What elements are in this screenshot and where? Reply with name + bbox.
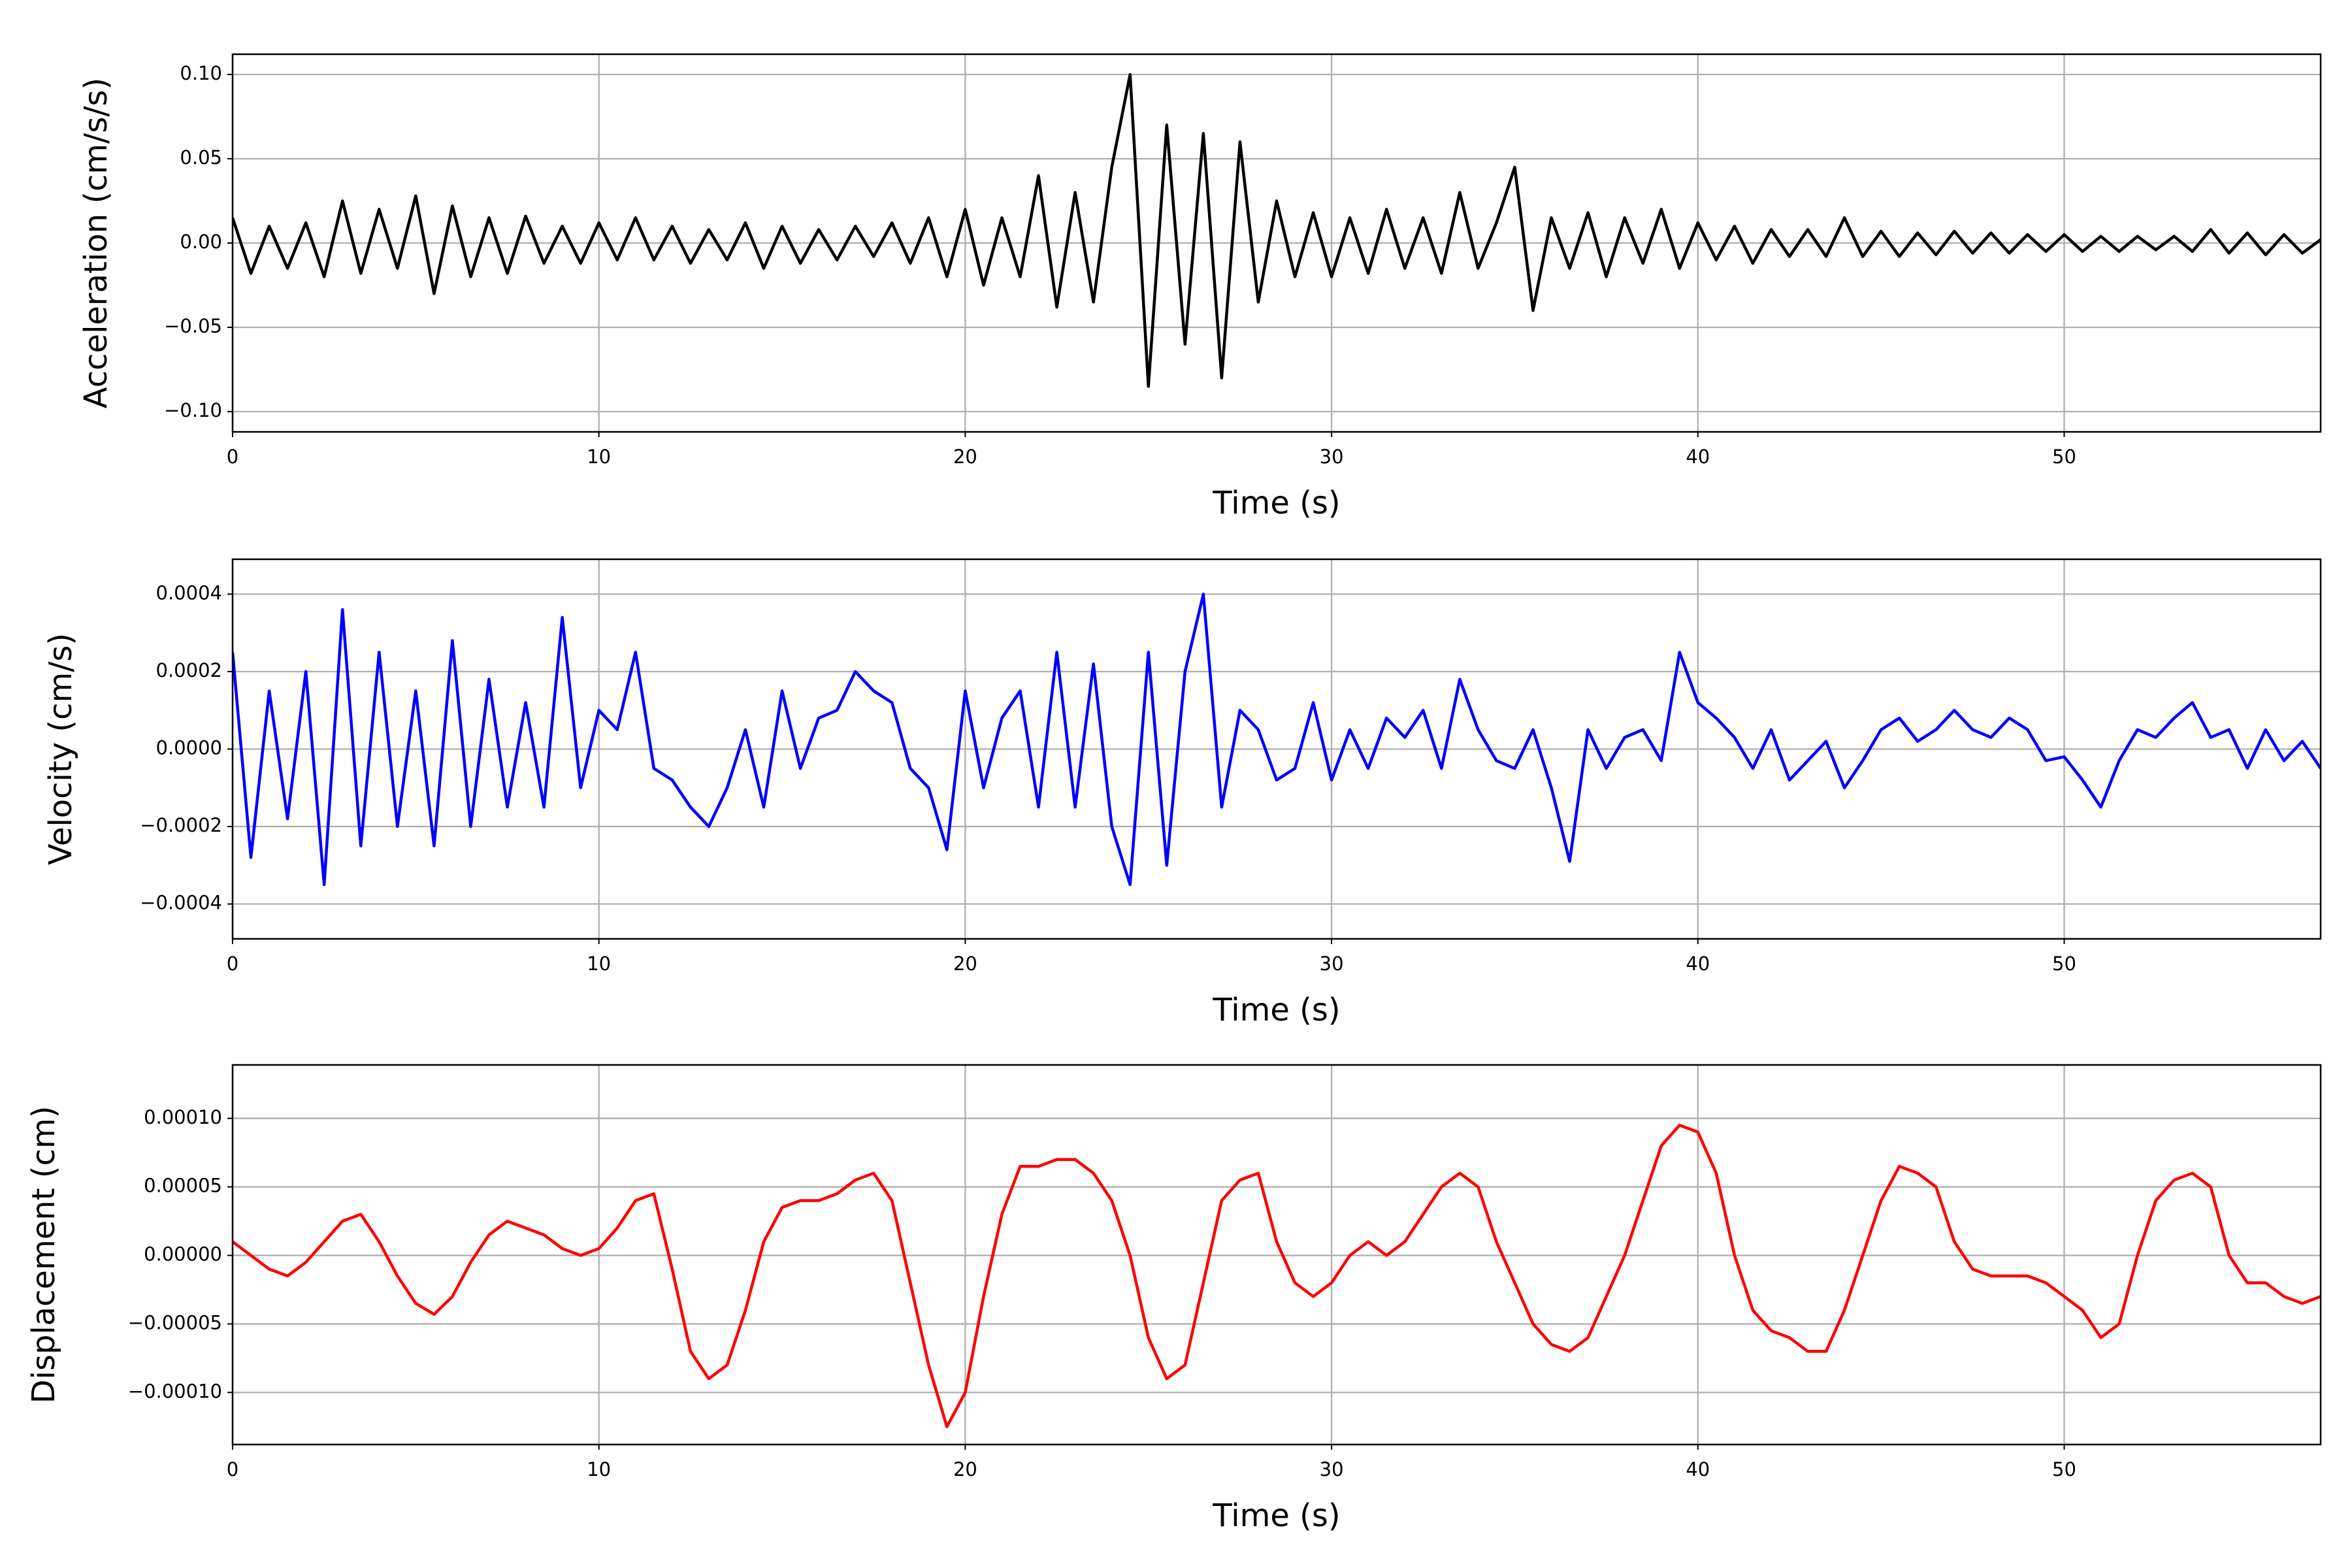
y-axis-label: Acceleration (cm/s/s) xyxy=(78,78,114,408)
y-tick-label: −0.00010 xyxy=(128,1380,222,1402)
x-tick-label: 20 xyxy=(953,446,977,468)
x-tick-label: 20 xyxy=(953,953,977,975)
x-tick-label: 40 xyxy=(1686,1458,1710,1480)
data-line xyxy=(233,593,2321,887)
x-tick-label: 50 xyxy=(2052,446,2076,468)
x-tick-label: 40 xyxy=(1686,953,1710,975)
axes-frame xyxy=(231,558,2322,940)
x-axis-label: Time (s) xyxy=(1212,485,1340,521)
y-axis-label: Displacement (cm) xyxy=(25,1106,62,1404)
plot-area xyxy=(233,1124,2321,1428)
data-line xyxy=(233,1124,2321,1428)
y-tick-label: 0.10 xyxy=(180,62,222,84)
x-tick-label: 10 xyxy=(587,953,611,975)
y-tick-label: 0.00005 xyxy=(144,1175,222,1197)
y-tick-label: 0.05 xyxy=(180,146,222,169)
x-tick-label: 10 xyxy=(587,1458,611,1480)
x-tick-label: 20 xyxy=(953,1458,977,1480)
y-tick-label: −0.10 xyxy=(164,399,222,421)
x-tick-label: 30 xyxy=(1320,446,1344,468)
x-tick-label: 0 xyxy=(227,1458,238,1480)
data-line xyxy=(233,73,2321,388)
x-tick-label: 50 xyxy=(2052,1458,2076,1480)
y-tick-label: 0.0000 xyxy=(156,737,222,759)
y-tick-label: −0.0002 xyxy=(140,814,222,836)
x-tick-label: 30 xyxy=(1320,953,1344,975)
axes-frame xyxy=(231,1064,2322,1446)
x-tick-label: 50 xyxy=(2052,953,2076,975)
y-tick-label: 0.00000 xyxy=(144,1243,222,1266)
x-axis-label: Time (s) xyxy=(1212,992,1340,1028)
y-tick-label: 0.00010 xyxy=(144,1106,222,1128)
x-tick-label: 10 xyxy=(587,446,611,468)
y-tick-label: −0.00005 xyxy=(128,1311,222,1333)
x-tick-label: 30 xyxy=(1320,1458,1344,1480)
plot-area xyxy=(233,73,2321,388)
x-tick-label: 0 xyxy=(227,953,238,975)
x-axis-label: Time (s) xyxy=(1212,1497,1340,1534)
y-tick-label: 0.00 xyxy=(180,231,222,253)
x-tick-label: 40 xyxy=(1686,446,1710,468)
x-tick-label: 0 xyxy=(227,446,238,468)
y-tick-label: 0.0004 xyxy=(156,581,222,604)
plot-area xyxy=(233,593,2321,887)
y-tick-label: −0.05 xyxy=(164,315,222,337)
y-axis-label: Velocity (cm/s) xyxy=(42,633,79,865)
axes-frame xyxy=(231,53,2322,433)
y-tick-label: −0.0004 xyxy=(140,892,222,914)
y-tick-label: 0.0002 xyxy=(156,659,222,681)
